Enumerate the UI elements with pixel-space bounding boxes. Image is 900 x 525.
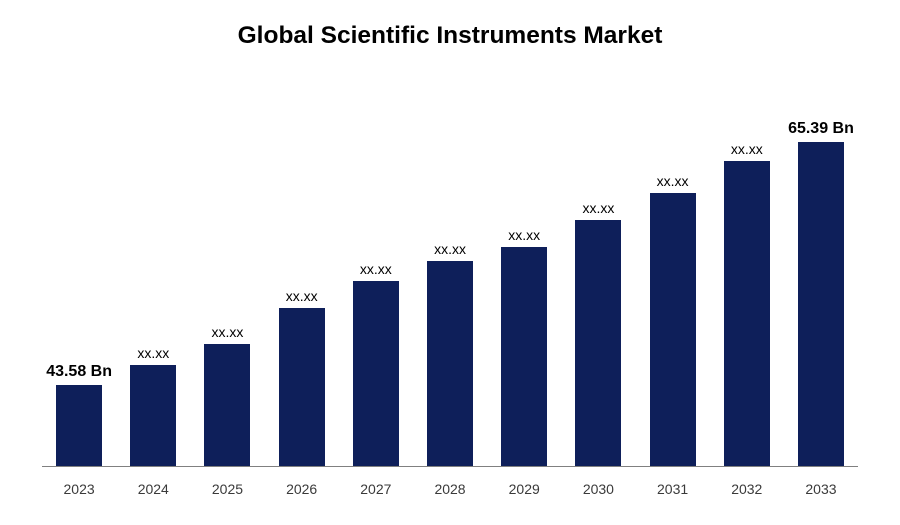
x-tick-label: 2024 — [116, 481, 190, 497]
bar-slot: xx.xx — [339, 75, 413, 467]
bar-slot: xx.xx — [265, 75, 339, 467]
bars-container: 43.58 Bn xx.xx xx.xx xx.xx xx.xx xx.xx — [42, 75, 858, 467]
bar — [56, 385, 102, 467]
bar-slot: xx.xx — [190, 75, 264, 467]
bar-value-label: xx.xx — [582, 200, 614, 216]
bar-slot: xx.xx — [413, 75, 487, 467]
bar-value-label: xx.xx — [731, 141, 763, 157]
x-tick-label: 2030 — [561, 481, 635, 497]
bar-slot: 65.39 Bn — [784, 75, 858, 467]
bar — [501, 247, 547, 467]
bar-value-label: xx.xx — [657, 173, 689, 189]
bar — [798, 142, 844, 467]
x-tick-label: 2027 — [339, 481, 413, 497]
bar — [279, 308, 325, 467]
bar-slot: 43.58 Bn — [42, 75, 116, 467]
bar-value-label: xx.xx — [508, 227, 540, 243]
chart-title: Global Scientific Instruments Market — [0, 0, 900, 50]
bar — [724, 161, 770, 467]
bar-value-label: 43.58 Bn — [46, 363, 112, 381]
bar — [130, 365, 176, 467]
bar-value-label: xx.xx — [360, 261, 392, 277]
bar-value-label: xx.xx — [137, 345, 169, 361]
x-tick-label: 2031 — [636, 481, 710, 497]
bar-slot: xx.xx — [116, 75, 190, 467]
bar — [650, 193, 696, 467]
bar — [204, 344, 250, 467]
bar-slot: xx.xx — [487, 75, 561, 467]
bar-value-label: xx.xx — [286, 288, 318, 304]
bar-value-label: 65.39 Bn — [788, 120, 854, 138]
x-tick-label: 2026 — [265, 481, 339, 497]
x-tick-label: 2025 — [190, 481, 264, 497]
bar — [353, 281, 399, 467]
bar-slot: xx.xx — [636, 75, 710, 467]
bar — [427, 261, 473, 467]
x-tick-label: 2032 — [710, 481, 784, 497]
bar-value-label: xx.xx — [212, 324, 244, 340]
bar-slot: xx.xx — [710, 75, 784, 467]
bar-value-label: xx.xx — [434, 241, 466, 257]
bar — [575, 220, 621, 467]
plot-region: 43.58 Bn xx.xx xx.xx xx.xx xx.xx xx.xx — [42, 75, 858, 467]
bar-slot: xx.xx — [561, 75, 635, 467]
x-tick-label: 2028 — [413, 481, 487, 497]
chart-area: 43.58 Bn xx.xx xx.xx xx.xx xx.xx xx.xx — [42, 75, 858, 467]
x-tick-label: 2029 — [487, 481, 561, 497]
x-axis-labels: 2023 2024 2025 2026 2027 2028 2029 2030 … — [42, 481, 858, 497]
x-tick-label: 2033 — [784, 481, 858, 497]
x-tick-label: 2023 — [42, 481, 116, 497]
x-axis-baseline — [42, 466, 858, 467]
